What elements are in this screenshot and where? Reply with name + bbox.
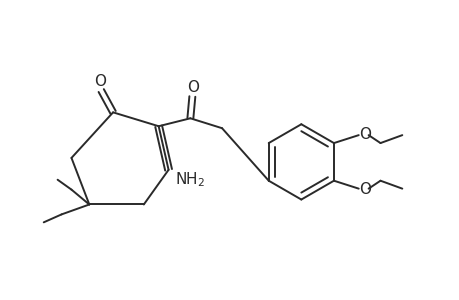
Text: O: O [358,182,370,197]
Text: O: O [358,127,370,142]
Text: O: O [94,74,106,89]
Text: NH$_2$: NH$_2$ [175,170,205,189]
Text: O: O [187,80,199,95]
